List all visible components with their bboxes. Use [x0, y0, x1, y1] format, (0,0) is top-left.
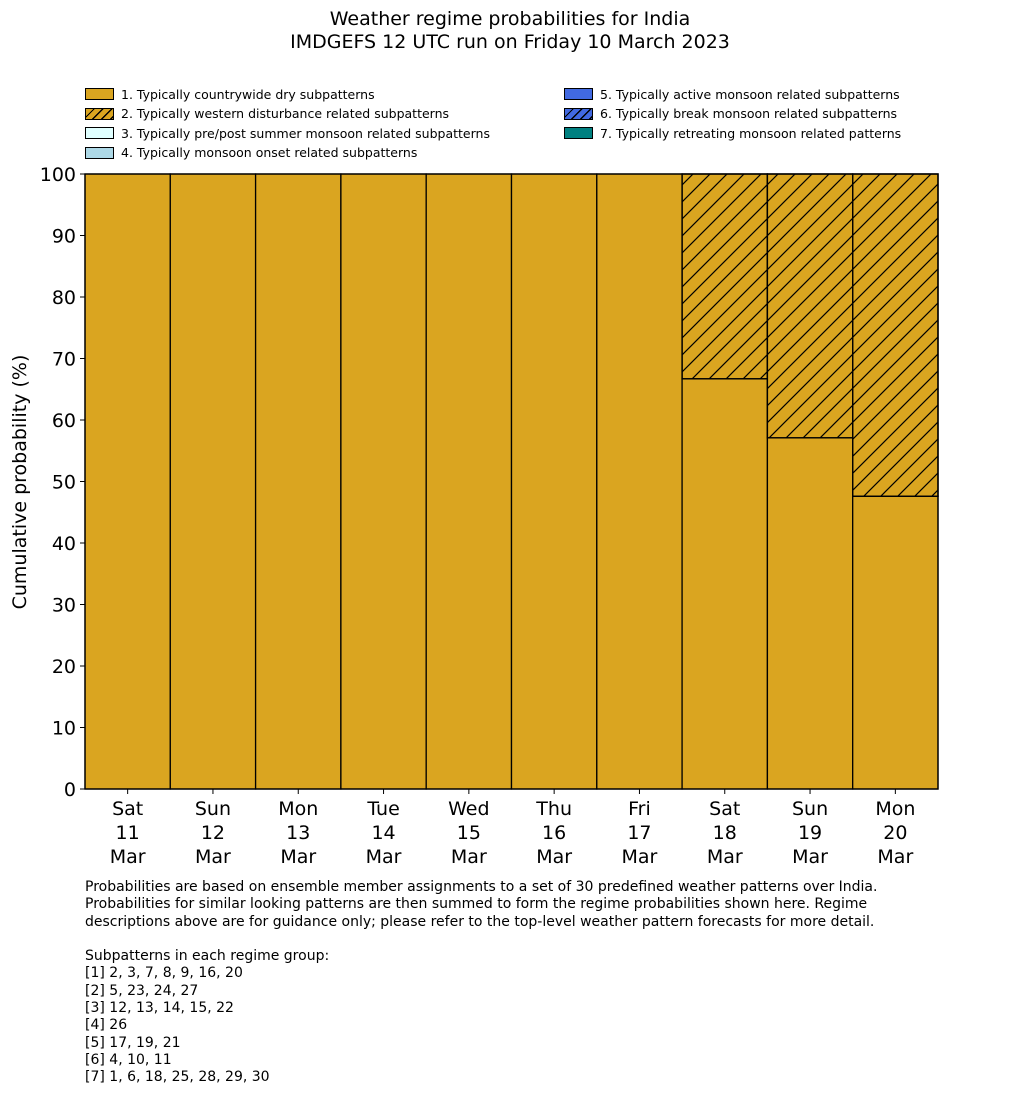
x-tick-label: Sun: [792, 798, 828, 820]
y-tick-label: 60: [52, 410, 76, 432]
bar-segment: [766, 437, 854, 790]
legend-label: 5. Typically active monsoon related subp…: [600, 86, 900, 102]
x-tick-label: Mar: [792, 846, 828, 868]
legend-swatch: [564, 127, 593, 139]
y-tick-label: 0: [64, 779, 76, 801]
legend-label: 4. Typically monsoon onset related subpa…: [121, 145, 418, 160]
legend-swatch: [85, 107, 114, 120]
bar-segment: [596, 173, 683, 790]
title-line-1: Weather regime probabilities for India: [329, 8, 691, 30]
x-tick-label: 17: [627, 822, 651, 844]
x-tick-label: 20: [883, 822, 907, 844]
x-tick-label: Mar: [366, 846, 402, 868]
y-tick-label: 90: [52, 226, 76, 248]
bar-segment-hatch: [852, 173, 939, 497]
x-tick-label: 16: [542, 822, 566, 844]
legend-label: 3. Typically pre/post summer monsoon rel…: [121, 125, 490, 141]
x-tick-label: 14: [371, 822, 395, 844]
x-tick-label: Mon: [278, 798, 318, 820]
x-tick-label: 12: [201, 822, 225, 844]
legend-swatch: [564, 88, 593, 100]
legend-label: 7. Typically retreating monsoon related …: [600, 125, 902, 141]
bar-segment: [254, 173, 342, 790]
legend-swatch: [564, 107, 593, 120]
bar-segment: [510, 173, 598, 790]
legend-label: 2. Typically western disturbance related…: [121, 106, 450, 121]
x-tick-label: Mar: [536, 846, 572, 868]
bar-segment: [169, 173, 257, 790]
bar-segment: [852, 495, 939, 790]
x-tick-label: 19: [798, 822, 822, 844]
x-tick-label: Mar: [451, 846, 487, 868]
y-tick-label: 40: [52, 533, 76, 555]
legend-item: 7. Typically retreating monsoon related …: [564, 124, 901, 142]
title-line-2: IMDGEFS 12 UTC run on Friday 10 March 20…: [290, 31, 730, 53]
footnote-text: Probabilities are based on ensemble memb…: [85, 879, 878, 1086]
x-tick-label: 18: [713, 822, 737, 844]
legend-swatch: [85, 146, 114, 159]
legend-item: 2. Typically western disturbance related…: [85, 105, 449, 123]
y-tick-label: 100: [40, 164, 76, 186]
x-tick-label: Mar: [195, 846, 231, 868]
x-tick-label: Mon: [875, 798, 915, 820]
bar-segment-hatch: [681, 173, 769, 380]
legend-item: 5. Typically active monsoon related subp…: [564, 85, 900, 103]
bar-segment: [84, 173, 171, 790]
x-tick-label: Mar: [877, 846, 913, 868]
x-tick-label: Sun: [195, 798, 231, 820]
x-tick-label: Sat: [112, 798, 143, 820]
y-tick-label: 80: [52, 287, 76, 309]
y-tick-label: 50: [52, 472, 76, 494]
x-tick-label: 15: [457, 822, 481, 844]
x-tick-label: Thu: [535, 798, 572, 820]
y-tick-label: 30: [52, 595, 76, 617]
x-tick-label: Wed: [448, 798, 489, 820]
legend-item: 4. Typically monsoon onset related subpa…: [85, 144, 417, 162]
x-tick-label: Mar: [280, 846, 316, 868]
legend-item: 3. Typically pre/post summer monsoon rel…: [85, 124, 490, 142]
chart-plot: Sat11MarSun12MarMon13MarTue14MarWed15Mar…: [9, 164, 939, 868]
y-tick-label: 70: [52, 349, 76, 371]
bar-segment: [425, 173, 513, 790]
y-axis-label: Cumulative probability (%): [9, 355, 31, 610]
y-tick-label: 20: [52, 656, 76, 678]
x-tick-label: Sat: [709, 798, 740, 820]
x-tick-label: Tue: [366, 798, 399, 820]
legend-swatch: [85, 88, 114, 100]
legend-label: 1. Typically countrywide dry subpatterns: [121, 86, 375, 102]
x-tick-label: Mar: [110, 846, 146, 868]
bar-segment: [681, 378, 769, 790]
bar-segment: [340, 173, 427, 790]
x-tick-label: 11: [116, 822, 140, 844]
x-tick-label: Fri: [628, 798, 651, 820]
legend-swatch: [85, 127, 114, 139]
legend-item: 1. Typically countrywide dry subpatterns: [85, 85, 375, 103]
x-tick-label: Mar: [707, 846, 743, 868]
y-tick-label: 10: [52, 718, 76, 740]
legend-item: 6. Typically break monsoon related subpa…: [564, 105, 897, 123]
chart-title: Weather regime probabilities for India I…: [0, 8, 1020, 54]
x-tick-label: Mar: [622, 846, 658, 868]
bar-segment-hatch: [766, 173, 854, 439]
legend-label: 6. Typically break monsoon related subpa…: [600, 106, 898, 121]
x-tick-label: 13: [286, 822, 310, 844]
